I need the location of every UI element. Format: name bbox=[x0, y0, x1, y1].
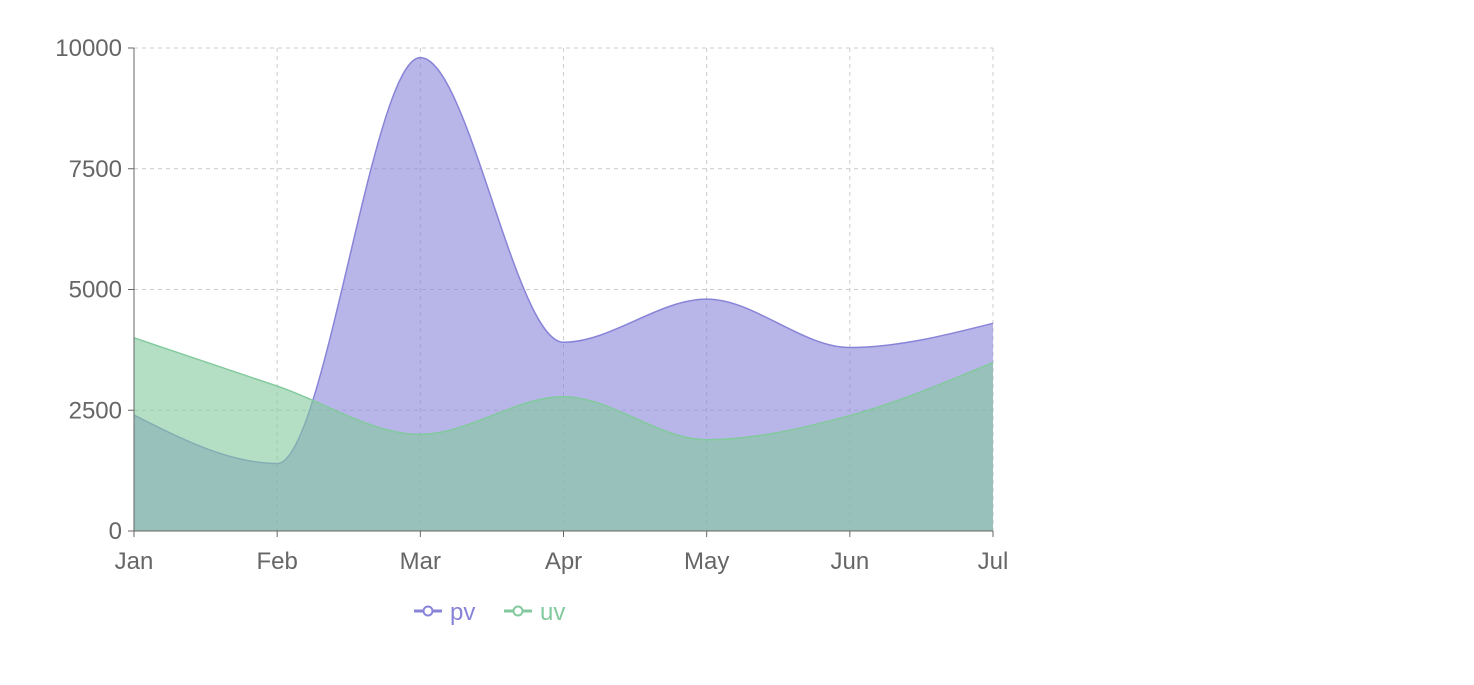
y-tick-label: 7500 bbox=[69, 156, 122, 183]
x-tick-label: Mar bbox=[400, 548, 441, 575]
area-uv bbox=[134, 337, 993, 531]
y-tick-label: 5000 bbox=[69, 277, 122, 304]
x-tick-label: Jan bbox=[115, 548, 154, 575]
x-tick-label: May bbox=[684, 548, 729, 575]
y-tick-label: 2500 bbox=[69, 397, 122, 424]
legend-item-pv: pv bbox=[414, 599, 475, 626]
legend-marker-icon bbox=[512, 605, 524, 617]
legend-marker-icon bbox=[422, 605, 434, 617]
area-pv bbox=[134, 57, 993, 531]
line-uv bbox=[133, 337, 994, 441]
x-tick-label: Apr bbox=[545, 548, 582, 575]
x-tick-label: Jun bbox=[830, 548, 869, 575]
y-tick-label: 0 bbox=[109, 518, 122, 545]
y-tick-label: 10000 bbox=[55, 35, 122, 62]
x-tick-label: Feb bbox=[256, 548, 297, 575]
x-tick-label: Jul bbox=[978, 548, 1009, 575]
legend-label: uv bbox=[540, 599, 565, 626]
legend-label: pv bbox=[450, 599, 475, 626]
legend-item-uv: uv bbox=[504, 599, 565, 626]
